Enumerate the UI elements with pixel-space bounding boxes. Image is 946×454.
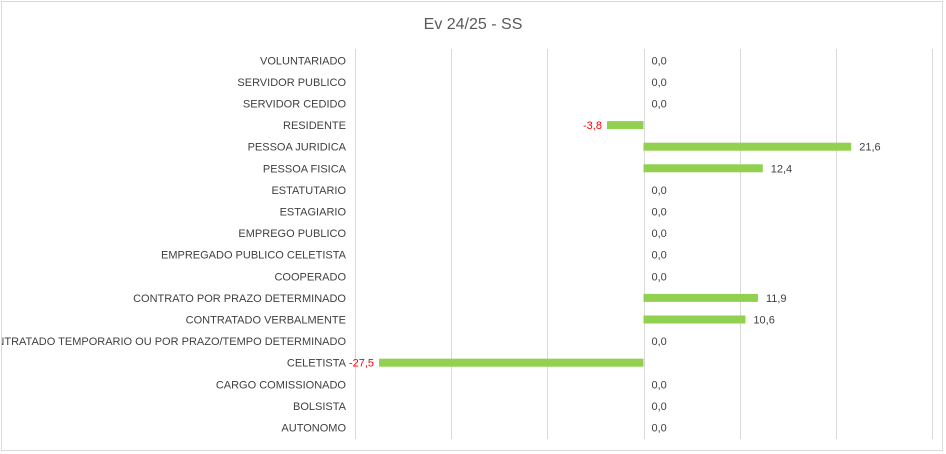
- value-label: 0,0: [652, 336, 667, 348]
- bars: [379, 121, 852, 367]
- category-label: PESSOA FISICA: [263, 163, 347, 175]
- value-label: 0,0: [652, 379, 667, 391]
- value-label: 10,6: [753, 315, 774, 327]
- bar: [379, 358, 644, 367]
- category-label: BOLSISTA: [293, 401, 347, 413]
- value-label: 12,4: [771, 163, 792, 175]
- value-label: 0,0: [652, 228, 667, 240]
- value-label: 0,0: [652, 423, 667, 435]
- value-label: -27,5: [349, 358, 374, 370]
- category-label: CARGO COMISSIONADO: [216, 379, 347, 391]
- category-label: RESIDENTE: [283, 120, 346, 132]
- value-label: 0,0: [652, 271, 667, 283]
- category-label: EMPREGADO PUBLICO CELETISTA: [161, 250, 347, 262]
- value-label: 11,9: [766, 293, 787, 305]
- category-label: CELETISTA: [287, 358, 347, 370]
- value-label: 0,0: [652, 99, 667, 111]
- category-label: AUTONOMO: [281, 423, 346, 435]
- category-label: SERVIDOR PUBLICO: [237, 77, 346, 89]
- category-label: ESTAGIARIO: [280, 207, 347, 219]
- value-label: -3,8: [583, 120, 602, 132]
- category-labels: VOLUNTARIADO SERVIDOR PUBLICO SERVIDOR CED…: [2, 55, 347, 434]
- bar: [643, 315, 746, 324]
- value-label: 21,6: [859, 142, 880, 154]
- value-label: 0,0: [652, 250, 667, 262]
- value-label: 0,0: [652, 55, 667, 67]
- value-label: 0,0: [652, 207, 667, 219]
- category-label: CONTRATADO TEMPORARIO OU POR PRAZO/TEMPO…: [2, 336, 346, 348]
- bar: [643, 142, 852, 151]
- category-label: VOLUNTARIADO: [260, 55, 346, 67]
- chart-title: Ev 24/25 - SS: [424, 16, 523, 33]
- value-labels: 0,0 0,0 0,0 -3,8 21,6 12,4 0,0 0,0 0,0 0,0 0,0 11,9…: [349, 55, 881, 434]
- value-label: 0,0: [652, 185, 667, 197]
- category-label: CONTRATO POR PRAZO DETERMINADO: [133, 293, 346, 305]
- category-label: COOPERADO: [274, 271, 346, 283]
- bar: [606, 121, 644, 130]
- category-label: ESTATUTARIO: [271, 185, 346, 197]
- bar: [643, 164, 763, 173]
- gridlines: [355, 49, 933, 439]
- bar: [643, 293, 758, 302]
- value-label: 0,0: [652, 77, 667, 89]
- category-label: SERVIDOR CEDIDO: [243, 99, 347, 111]
- value-label: 0,0: [652, 401, 667, 413]
- category-label: CONTRATADO VERBALMENTE: [186, 315, 346, 327]
- category-label: PESSOA JURIDICA: [248, 142, 347, 154]
- category-label: EMPREGO PUBLICO: [238, 228, 346, 240]
